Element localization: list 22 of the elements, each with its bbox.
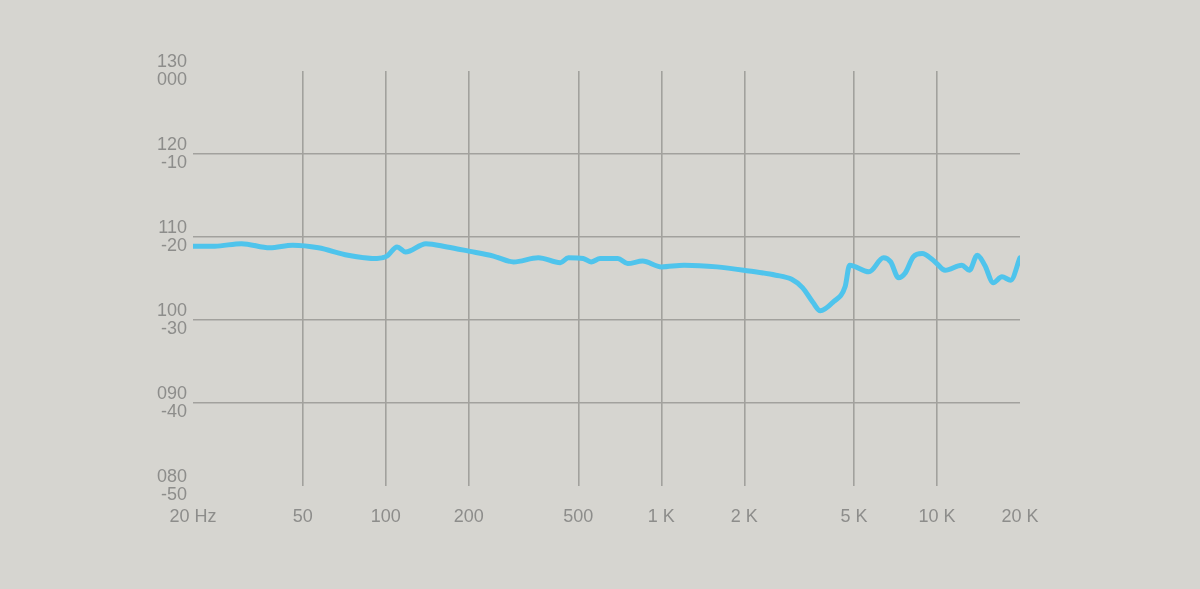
y2-tick-label: -30 (160, 317, 187, 338)
y-tick-label: 080 (156, 465, 187, 486)
x-tick-label: 1 K (647, 505, 675, 526)
x-tick-label: 200 (453, 505, 484, 526)
y-tick-label: 130 (156, 50, 187, 71)
x-tick-label: 10 K (918, 505, 956, 526)
y-tick-label: 120 (156, 133, 187, 154)
y2-tick-label: -50 (160, 483, 187, 504)
x-tick-label: 100 (370, 505, 401, 526)
x-tick-label: 500 (563, 505, 594, 526)
y-tick-label: 110 (158, 216, 187, 237)
y-tick-label: 100 (156, 299, 187, 320)
x-tick-label: 20 Hz (169, 505, 217, 526)
x-tick-label: 50 (292, 505, 313, 526)
x-tick-label: 2 K (730, 505, 758, 526)
y2-tick-label: -40 (160, 400, 187, 421)
x-tick-label: 20 K (1001, 505, 1039, 526)
y2-tick-label: 000 (156, 68, 187, 89)
y2-tick-label: -20 (160, 234, 187, 255)
y-tick-label: 090 (156, 382, 187, 403)
y2-tick-label: -10 (160, 151, 187, 172)
x-tick-label: 5 K (840, 505, 868, 526)
